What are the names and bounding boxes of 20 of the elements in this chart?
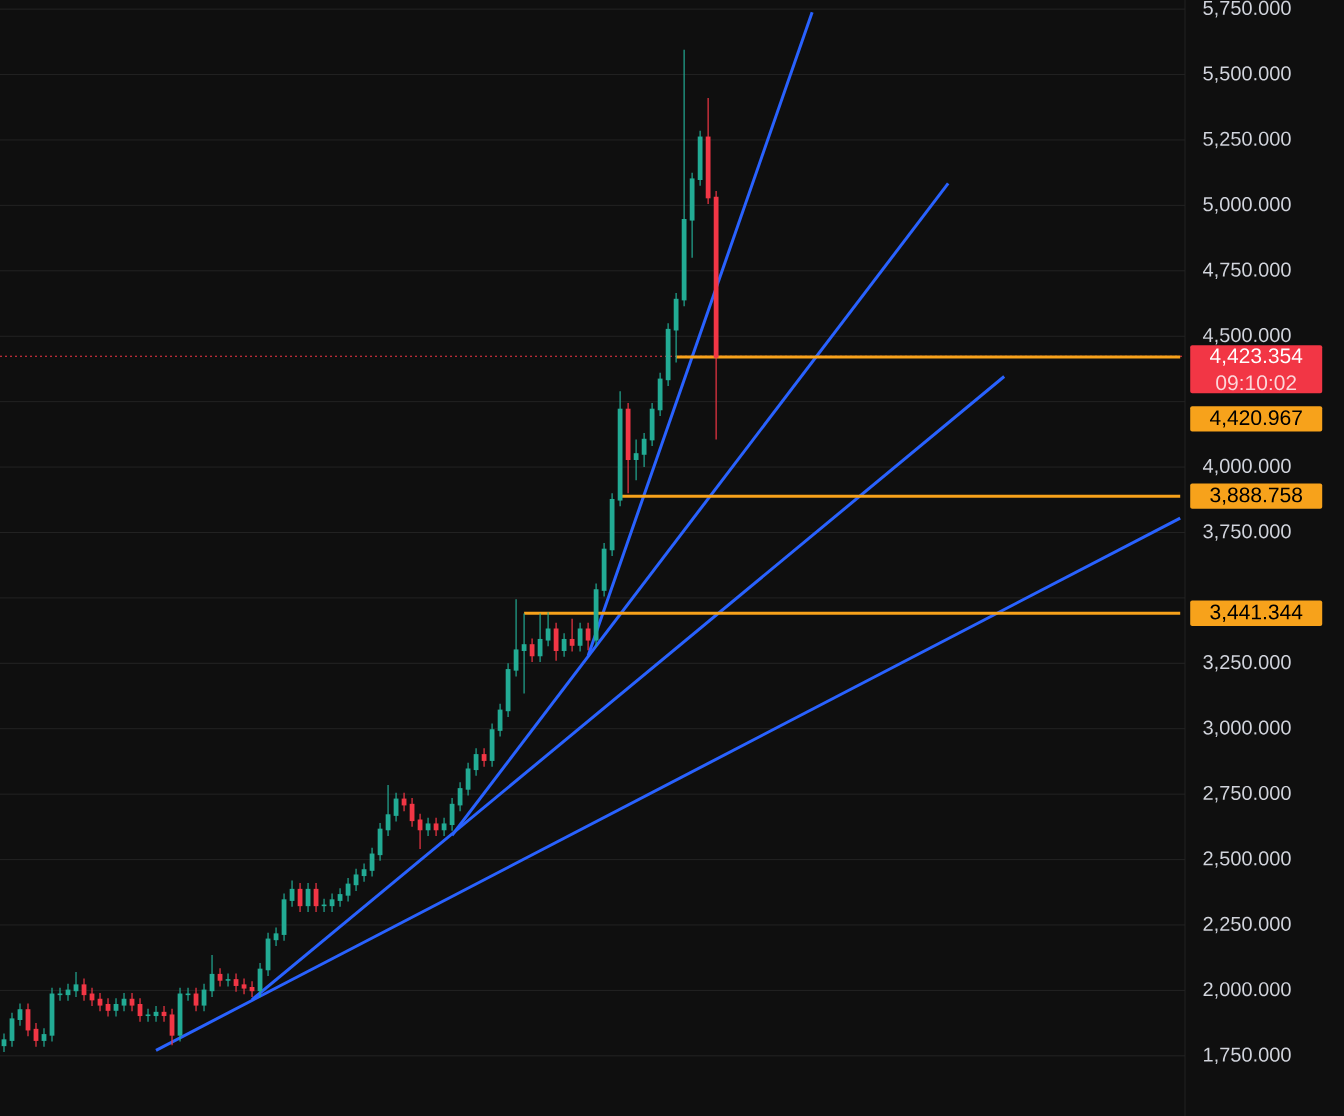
data-label: 3,888.758 xyxy=(1210,487,1302,505)
y-tick-label: 2,000.000 xyxy=(1203,982,1291,999)
y-tick-label: 3,750.000 xyxy=(1203,524,1291,541)
data-label: 3,441.344 xyxy=(1210,604,1303,622)
y-tick-label: 4,000.000 xyxy=(1202,458,1291,476)
y-tick-label: 4,500.000 xyxy=(1202,327,1291,345)
y-tick-label: 2,500.000 xyxy=(1203,851,1291,868)
y-tick-label: 4,750.000 xyxy=(1202,262,1291,280)
y-tick-label: 3,250.000 xyxy=(1203,655,1291,672)
text: 09:10:02 xyxy=(1216,375,1297,391)
y-tick-label: 2,750.000 xyxy=(1203,785,1291,803)
ref-line-label: 4,423.354 xyxy=(1209,348,1303,366)
y-tick-label: 5,000.000 xyxy=(1203,197,1291,214)
y-tick-label: 5,500.000 xyxy=(1203,66,1291,83)
y-tick-label: 5,250.000 xyxy=(1203,131,1291,149)
y-tick-label: 3,000.000 xyxy=(1203,720,1291,737)
y-tick-label: 5,750.000 xyxy=(1203,0,1291,18)
data-label: 4,420.967 xyxy=(1209,410,1302,428)
y-tick-label: 1,750.000 xyxy=(1204,1047,1291,1065)
y-tick-label: 2,250.000 xyxy=(1203,916,1291,934)
